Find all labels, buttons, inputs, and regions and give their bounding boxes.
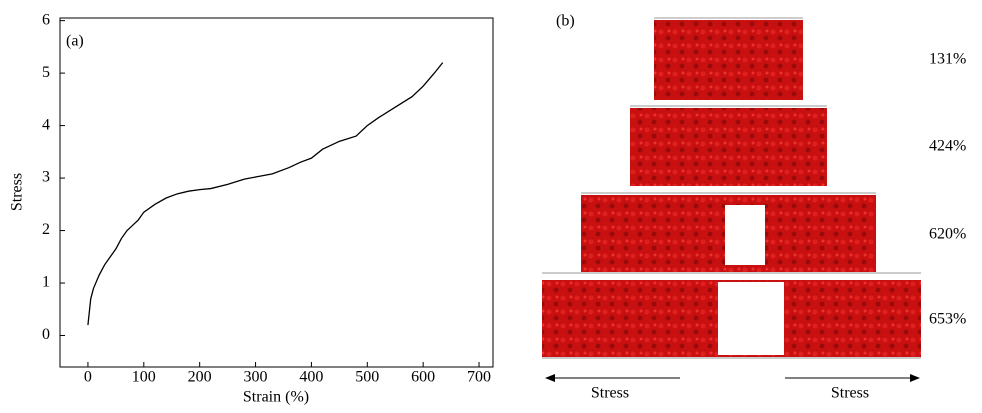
plot-frame (59, 17, 494, 368)
x-axis-label: Strain (%) (243, 389, 309, 406)
strain-label: 653% (929, 311, 966, 328)
y-tick-label: 6 (42, 11, 50, 28)
snapshot (654, 20, 803, 100)
x-tick-label: 400 (299, 369, 323, 386)
x-tick-label: 200 (188, 369, 212, 386)
data-line (87, 62, 444, 326)
x-tick-label: 100 (132, 369, 156, 386)
x-tick-label: 600 (411, 369, 435, 386)
panel-label: (a) (66, 33, 84, 50)
y-tick-label: 3 (42, 169, 50, 186)
y-tick-label: 5 (42, 64, 50, 81)
x-tick-label: 300 (244, 369, 268, 386)
strain-label: 620% (929, 226, 966, 243)
y-axis-label: Stress (9, 173, 26, 211)
arrow-label: Stress (831, 385, 869, 402)
y-tick-label: 0 (42, 326, 50, 343)
x-tick-label: 0 (84, 369, 92, 386)
y-tick-label: 1 (42, 274, 50, 291)
y-tick-label: 4 (42, 116, 50, 133)
y-tick-label: 2 (42, 221, 50, 238)
x-tick-label: 700 (467, 369, 491, 386)
arrow-label: Stress (591, 385, 629, 402)
strain-label: 424% (929, 138, 966, 155)
panel-label: (b) (556, 13, 575, 30)
snapshot (630, 108, 827, 186)
panel-b: (b) 131% 424% 620% 653% Stress Stress (542, 13, 966, 402)
x-tick-label: 500 (355, 369, 379, 386)
strain-label: 131% (929, 51, 966, 68)
